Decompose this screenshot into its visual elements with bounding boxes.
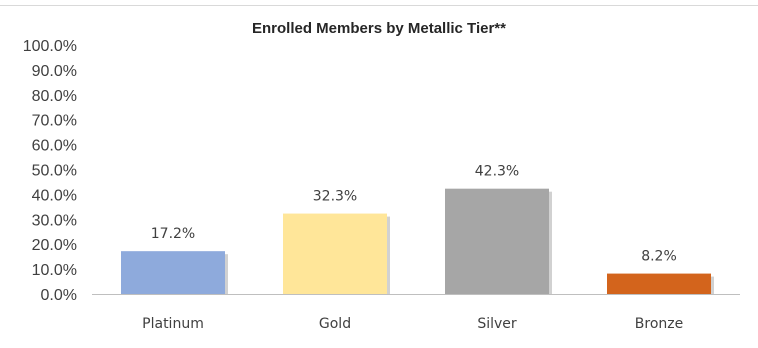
- y-tick-label: 100.0%: [23, 38, 77, 55]
- y-tick-label: 90.0%: [32, 63, 77, 80]
- data-label: 17.2%: [151, 226, 195, 242]
- y-tick-label: 60.0%: [32, 138, 77, 155]
- y-tick-label: 10.0%: [32, 262, 77, 279]
- bar-bronze: [607, 273, 711, 294]
- top-border-line: [0, 5, 758, 6]
- bar-platinum: [121, 251, 225, 294]
- y-tick-label: 40.0%: [32, 187, 77, 204]
- y-tick-label: 70.0%: [32, 113, 77, 130]
- y-axis: 0.0% 10.0% 20.0% 30.0% 40.0% 50.0% 60.0% 70.0% 8…: [23, 38, 77, 304]
- y-tick-label: 50.0%: [32, 163, 77, 180]
- x-category-label: Silver: [477, 316, 517, 332]
- x-axis: Platinum Gold Silver Bronze: [92, 294, 740, 332]
- y-tick-label: 20.0%: [32, 237, 77, 254]
- x-category-label: Bronze: [635, 316, 683, 332]
- y-tick-label: 80.0%: [32, 88, 77, 105]
- x-category-label: Platinum: [142, 316, 204, 332]
- bars: 17.2% 32.3% 42.3% 8.2%: [121, 164, 714, 294]
- data-label: 42.3%: [475, 164, 519, 180]
- chart-title: Enrolled Members by Metallic Tier**: [252, 20, 506, 37]
- data-label: 32.3%: [313, 189, 357, 205]
- y-tick-label: 0.0%: [41, 287, 77, 304]
- bar-gold: [283, 213, 387, 294]
- data-label: 8.2%: [641, 249, 677, 265]
- bar-silver: [445, 188, 549, 294]
- y-tick-label: 30.0%: [32, 212, 77, 229]
- x-category-label: Gold: [319, 316, 351, 332]
